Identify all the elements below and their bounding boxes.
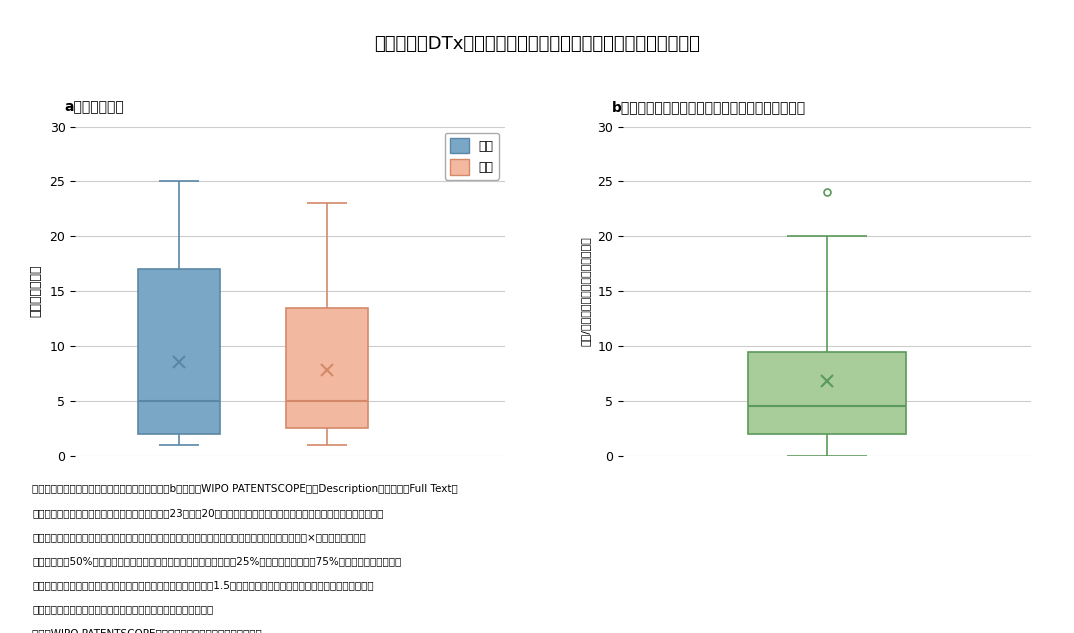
- Legend: 米国, 日本: 米国, 日本: [445, 133, 498, 180]
- Text: 上下のひげ（近接値）は第１四分位点から第３四分位点の長さの1.5倍以内で、中央値から最も離れているサンプルを示: 上下のひげ（近接値）は第１四分位点から第３四分位点の長さの1.5倍以内で、中央値…: [32, 580, 374, 591]
- Y-axis label: 承認/認可取得製品関連特許数（件）: 承認/認可取得製品関連特許数（件）: [580, 236, 591, 346]
- FancyBboxPatch shape: [139, 269, 219, 434]
- Text: 注：集計はパテントファミリー毎に行った。図３b）では、WIPO PATENTSCOPEの「Description」または「Full Text」: 注：集計はパテントファミリー毎に行った。図３b）では、WIPO PATENTSC…: [32, 484, 458, 494]
- FancyBboxPatch shape: [287, 308, 367, 429]
- Y-axis label: 特許件数（件）: 特許件数（件）: [30, 265, 43, 317]
- Text: 出所：WIPO PATENTSCOPEをもとに医薬産業政策研究所にて作成: 出所：WIPO PATENTSCOPEをもとに医薬産業政策研究所にて作成: [32, 629, 262, 633]
- Text: 図３　日米DTx企業の特許出願動向（出願数、製品関連特許数）: 図３ 日米DTx企業の特許出願動向（出願数、製品関連特許数）: [374, 35, 700, 53]
- Text: の項において、承認／認可を取得した製品（米国23製品／20社、日本３製品／２社（日本は薬事申請中の製品含む））の: の項において、承認／認可を取得した製品（米国23製品／20社、日本３製品／２社（…: [32, 508, 383, 518]
- Text: している。また、ひげ（近接値）の外にある点は外れ値である。: している。また、ひげ（近接値）の外にある点は外れ値である。: [32, 605, 214, 615]
- Text: 線は中央値（50%）、箱の下端、上端の線はそれぞれ第１四分位点（25%）、第３四分位点（75%）を示している。箱の: 線は中央値（50%）、箱の下端、上端の線はそれぞれ第１四分位点（25%）、第３四…: [32, 556, 402, 567]
- FancyBboxPatch shape: [748, 351, 906, 434]
- Text: 適応疾患に関連する語句が含まれる特許を関連特許として抽出し、集計した。なお、箱ひげ図内の×印は平均値、中央: 適応疾患に関連する語句が含まれる特許を関連特許として抽出し、集計した。なお、箱ひ…: [32, 532, 366, 542]
- Text: a）特許出願数: a）特許出願数: [64, 101, 125, 115]
- Text: b）承認／認可取得製品の関連特許数（日米合算）: b）承認／認可取得製品の関連特許数（日米合算）: [612, 101, 807, 115]
